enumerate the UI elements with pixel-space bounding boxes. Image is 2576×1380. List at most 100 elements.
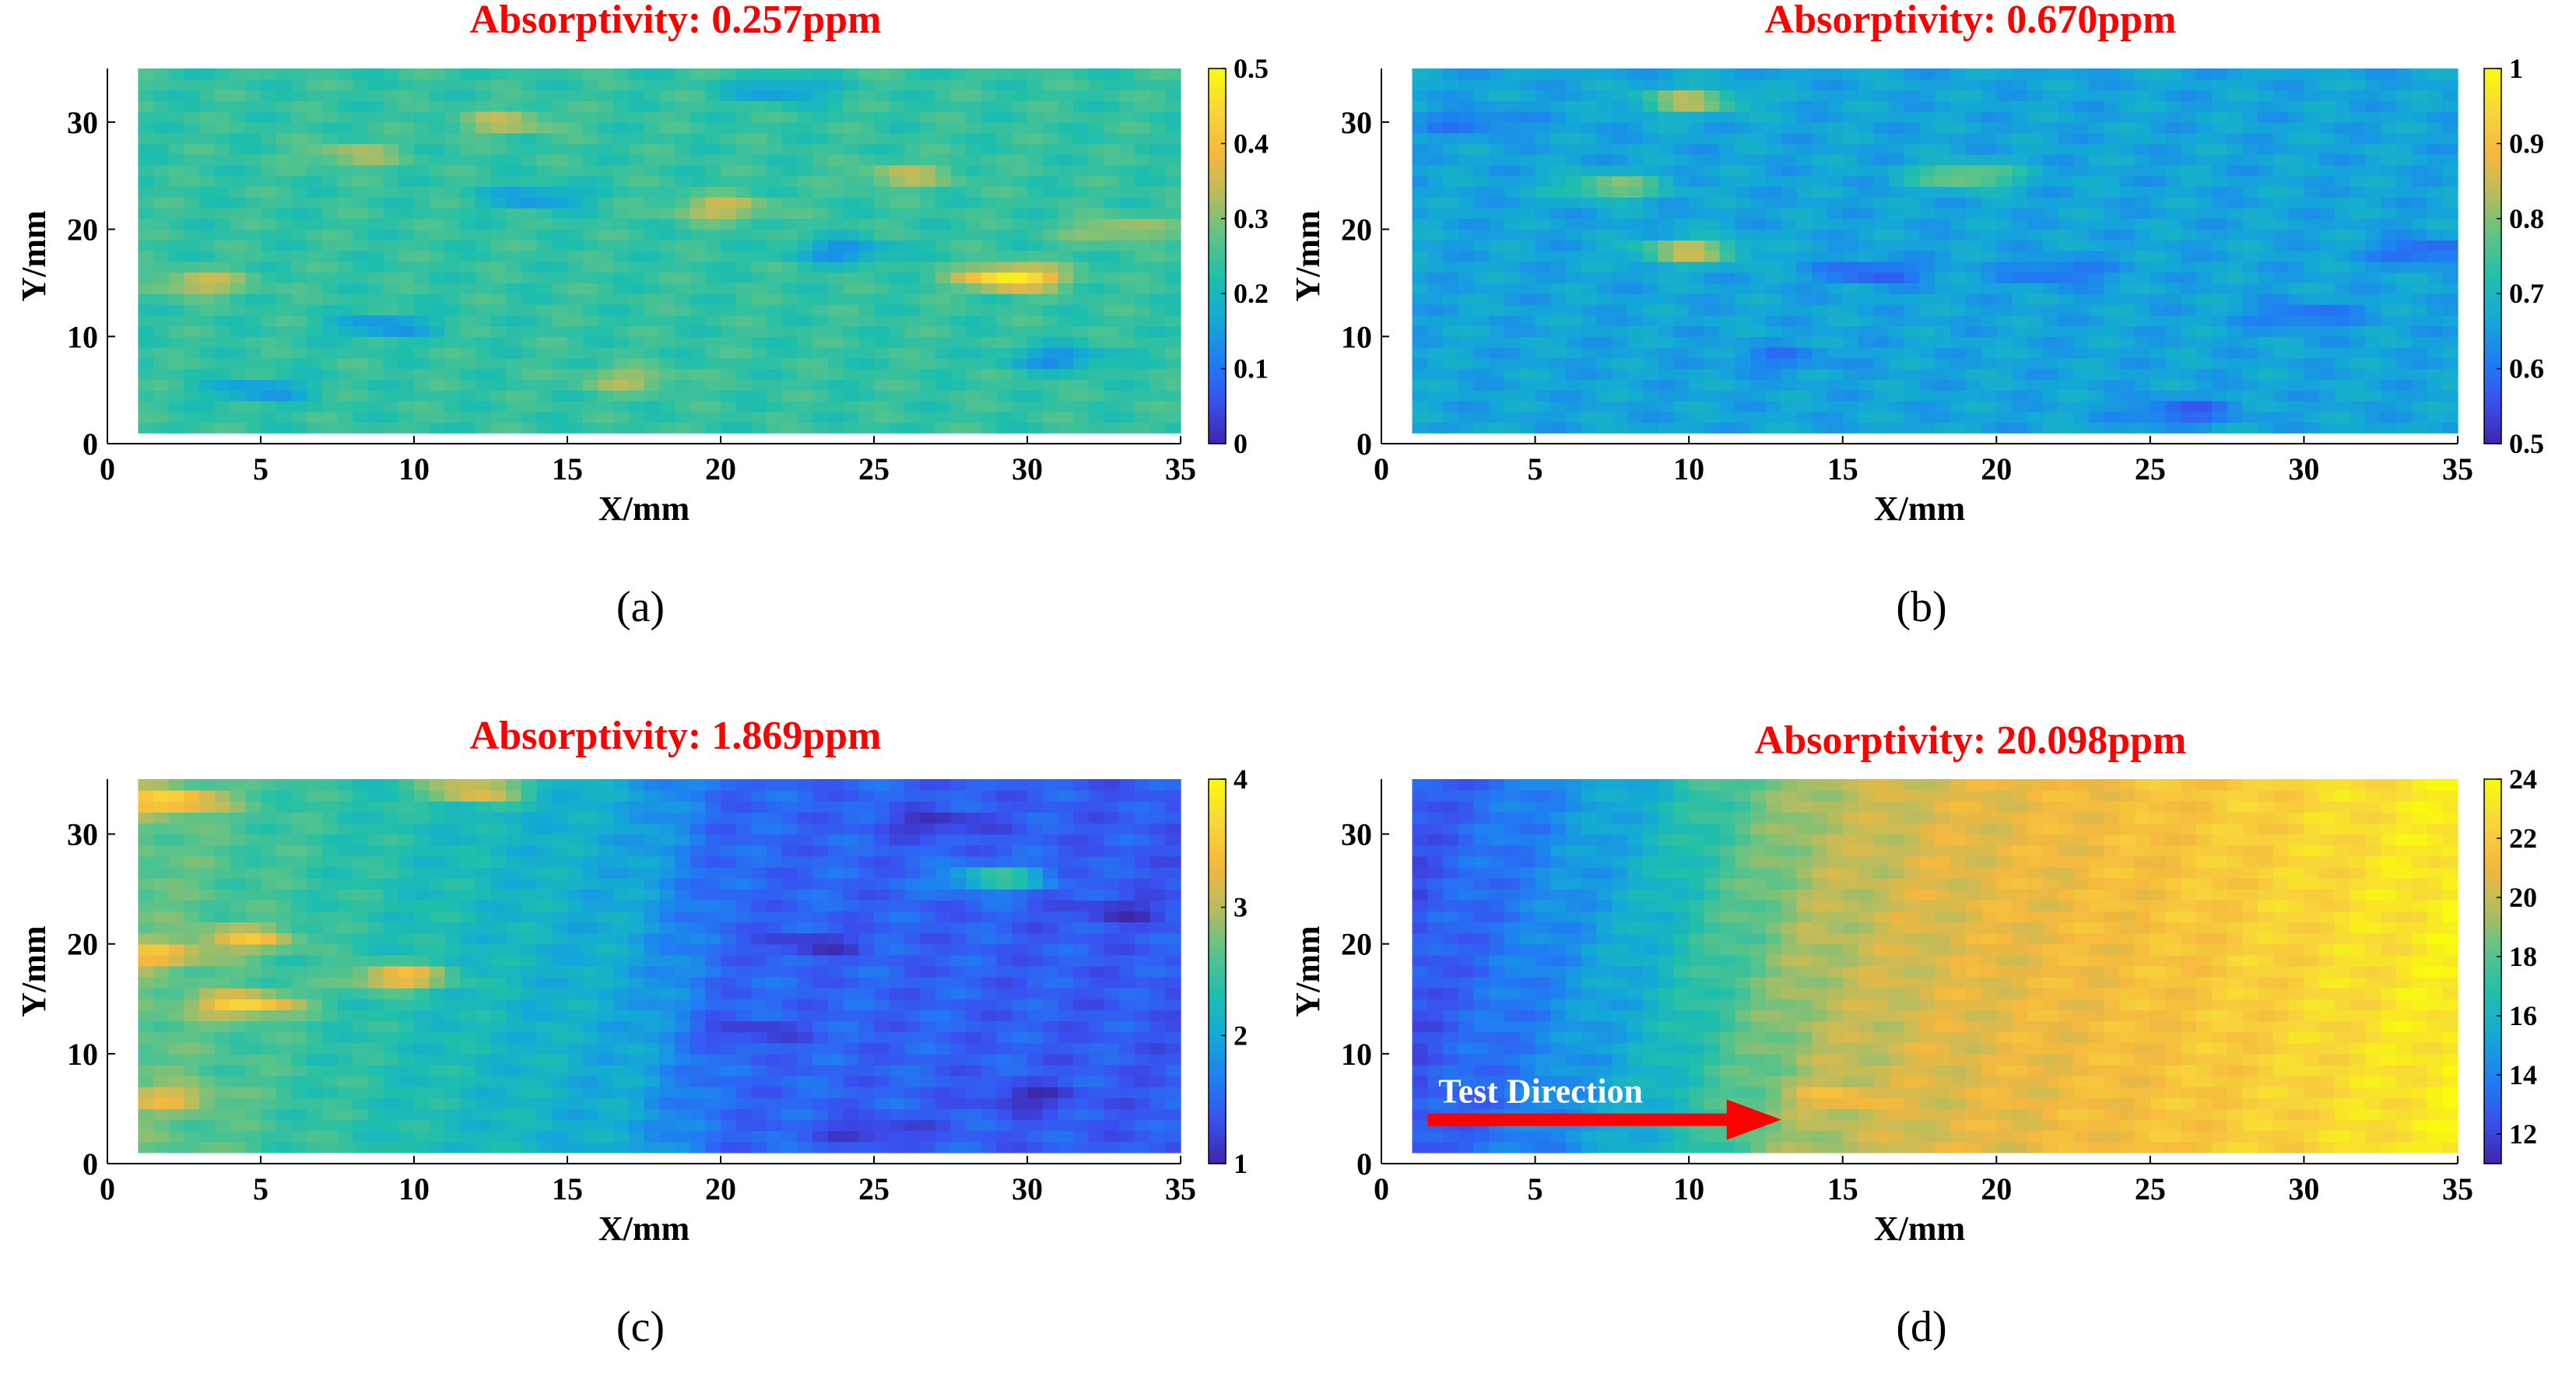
heatmap-cell (1812, 390, 1828, 402)
heatmap-cell (1981, 390, 1997, 402)
heatmap-cell (1581, 272, 1598, 284)
heatmap-cell (398, 229, 415, 241)
heatmap-cell (1965, 100, 1982, 112)
heatmap-cell (812, 283, 829, 294)
colorbar-segment (1209, 406, 1226, 412)
heatmap-cell (1165, 186, 1181, 198)
heatmap-cell (1904, 111, 1921, 123)
heatmap-cell (674, 218, 691, 230)
heatmap-cell (781, 336, 798, 348)
heatmap-cell (307, 357, 323, 370)
heatmap-cell (2334, 304, 2351, 316)
heatmap-cell (2365, 261, 2381, 273)
heatmap-cell (199, 304, 216, 316)
heatmap-cell (1458, 121, 1475, 134)
heatmap-cell (1519, 390, 1536, 402)
heatmap-cell (2012, 293, 2028, 305)
heatmap-cell (767, 400, 783, 413)
heatmap-cell (168, 100, 185, 112)
heatmap-cell (904, 357, 921, 370)
heatmap-cell (858, 304, 875, 316)
heatmap-cell (690, 68, 706, 80)
heatmap-cell (981, 272, 998, 284)
heatmap-cell (735, 422, 752, 434)
heatmap-cell (506, 325, 522, 337)
heatmap-cell (1489, 422, 1505, 434)
heatmap-cell (1781, 293, 1798, 305)
heatmap-cell (981, 314, 998, 327)
heatmap-cell (2427, 111, 2443, 123)
heatmap-cell (1535, 272, 1551, 284)
heatmap-cell (337, 68, 353, 80)
colorbar-segment (1209, 73, 1226, 79)
heatmap-cell (261, 400, 277, 413)
heatmap-cell (1458, 229, 1475, 241)
heatmap-cell (767, 164, 783, 177)
heatmap-cell (1412, 422, 1428, 434)
heatmap-cell (2334, 240, 2351, 251)
heatmap-cell (2088, 314, 2105, 327)
x-tick-label: 10 (398, 451, 430, 486)
heatmap-cell (536, 293, 553, 305)
heatmap-cell (1704, 186, 1721, 198)
heatmap-cell (2104, 111, 2120, 123)
heatmap-cell (1689, 175, 1705, 188)
heatmap-cell (1058, 208, 1074, 219)
heatmap-cell (935, 175, 952, 188)
heatmap-cell (2319, 325, 2336, 337)
heatmap-cell (429, 411, 445, 423)
heatmap-cell (767, 293, 783, 305)
heatmap-cell (1058, 164, 1074, 177)
heatmap-cell (1796, 164, 1813, 177)
heatmap-cell (889, 79, 905, 91)
colorbar-segment (1209, 83, 1226, 88)
heatmap-cell (2365, 272, 2381, 284)
heatmap-cell (1104, 132, 1120, 144)
heatmap-cell (2135, 261, 2151, 273)
heatmap-cell (1596, 400, 1613, 413)
heatmap-cell (2381, 90, 2397, 101)
heatmap-cell (153, 1042, 170, 1055)
heatmap-cell (2104, 336, 2120, 348)
heatmap-cell (506, 100, 522, 112)
heatmap-cell (444, 368, 461, 380)
heatmap-cell (812, 347, 829, 359)
heatmap-cell (613, 218, 630, 230)
heatmap-cell (2411, 68, 2428, 80)
heatmap-cell (1873, 68, 1890, 80)
heatmap-cell (935, 218, 952, 230)
heatmap-cell (705, 304, 721, 316)
heatmap-cell (1996, 121, 2013, 134)
heatmap-cell (1658, 100, 1674, 112)
heatmap-cell (2288, 143, 2305, 155)
heatmap-cell (966, 132, 982, 144)
heatmap-cell (261, 143, 277, 155)
heatmap-cell (1073, 368, 1090, 380)
heatmap-cell (1012, 347, 1028, 359)
heatmap-cell (1888, 368, 1905, 380)
heatmap-cell (858, 100, 875, 112)
heatmap-cell (1412, 368, 1428, 380)
heatmap-cell (168, 943, 185, 956)
heatmap-cell (1981, 186, 1997, 198)
heatmap-cell (598, 251, 614, 262)
heatmap-cell (1781, 90, 1798, 101)
heatmap-cell (1689, 368, 1705, 380)
heatmap-cell (1627, 261, 1644, 273)
heatmap-cell (1458, 283, 1475, 294)
heatmap-cell (2088, 132, 2105, 144)
heatmap-cell (261, 314, 277, 327)
heatmap-cell (230, 218, 246, 230)
heatmap-cell (2012, 111, 2028, 123)
heatmap-cell (2058, 293, 2074, 305)
heatmap-cell (490, 186, 507, 198)
heatmap-cell (1443, 100, 1459, 112)
heatmap-cell (2088, 121, 2105, 134)
heatmap-cell (1812, 368, 1828, 380)
heatmap-cell (2319, 422, 2336, 434)
heatmap-cell (2381, 314, 2397, 327)
heatmap-cell (1642, 411, 1659, 423)
heatmap-cell (2073, 304, 2090, 316)
heatmap-cell (353, 272, 369, 284)
heatmap-cell (2211, 100, 2228, 112)
